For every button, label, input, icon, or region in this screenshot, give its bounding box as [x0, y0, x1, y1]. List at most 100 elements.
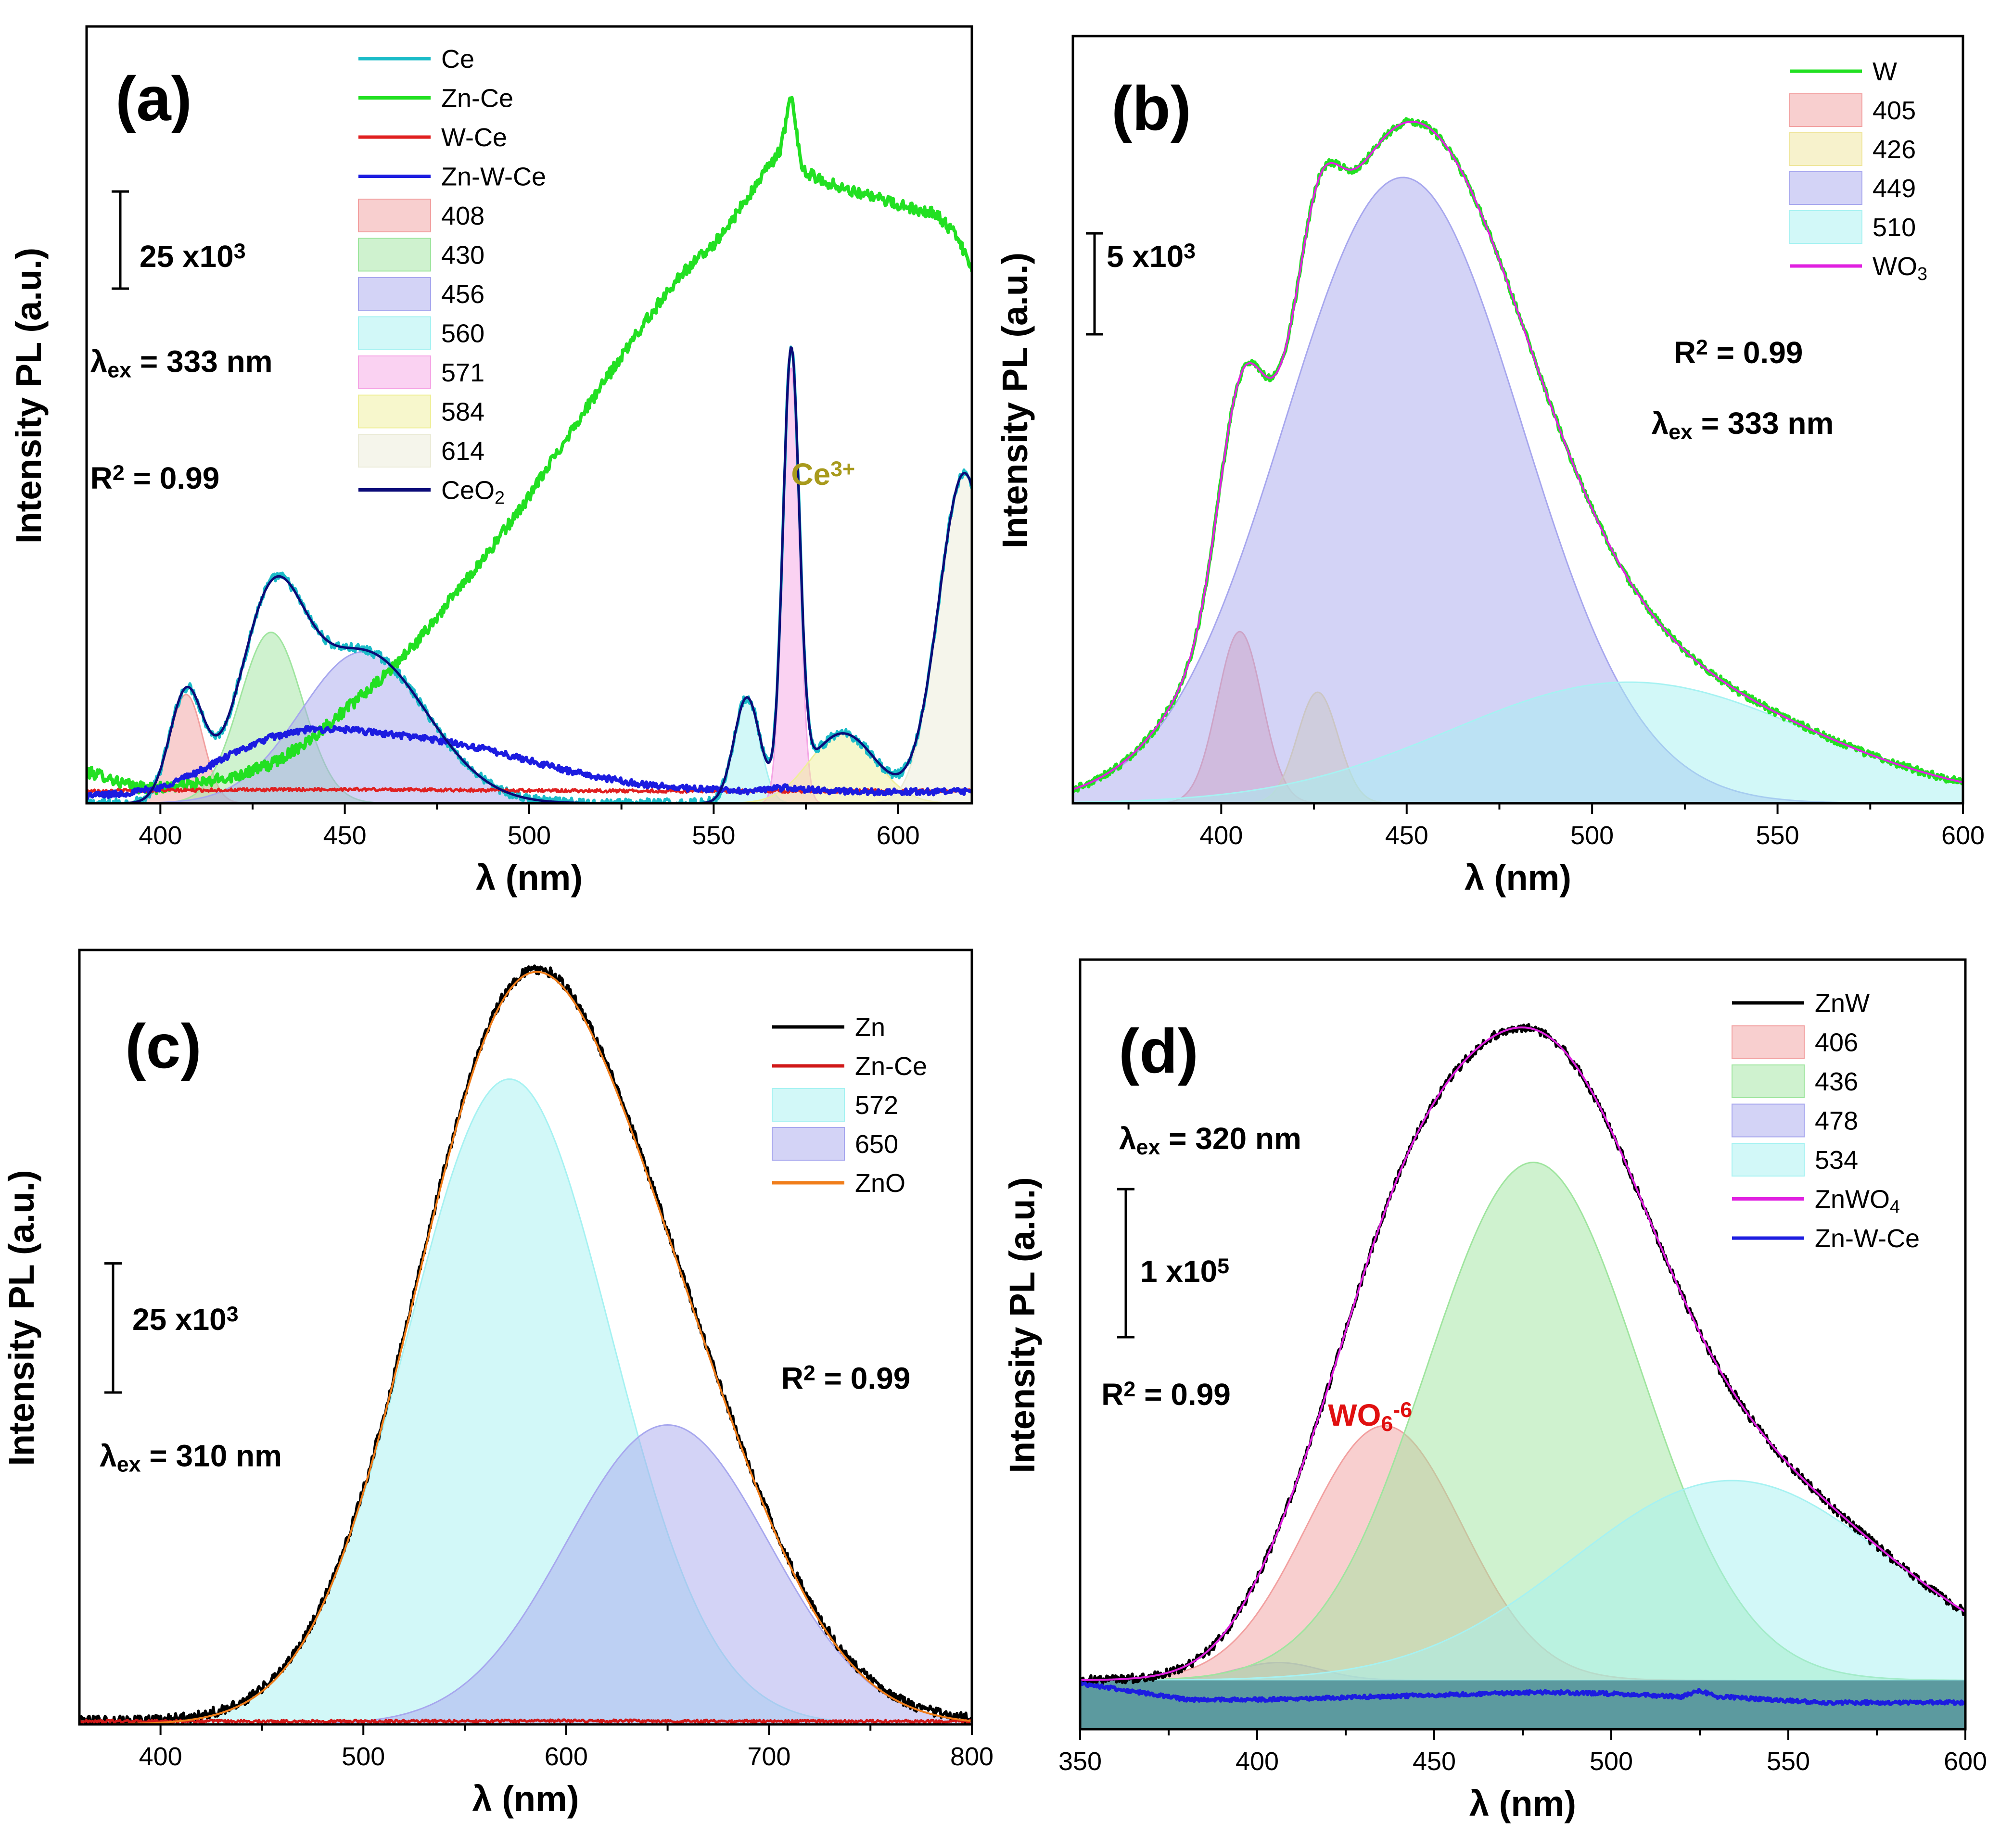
x-tick-label: 400 [1236, 1747, 1279, 1776]
legend-box-swatch [1732, 1143, 1805, 1177]
legend-label: 571 [441, 358, 484, 387]
legend-box-swatch [358, 238, 431, 272]
plot-area-b [1073, 117, 1963, 803]
panel-b: 400 450 500 550 600 λ (nm) Intensity PL (a.u.)… [995, 35, 1985, 898]
legend-item: 560 [358, 316, 484, 350]
legend-label: W [1873, 57, 1897, 86]
legend-label: ZnWO4 [1815, 1185, 1900, 1217]
series-line-zn-w-ce [87, 725, 972, 800]
legend-item: 436 [1732, 1064, 1858, 1098]
panel-d: 350 400 450 500 550 600 λ (nm) Intensity PL (a.… [1002, 958, 1987, 1823]
plot-frame [78, 949, 973, 1726]
legend-box-swatch [1789, 171, 1862, 205]
legend-item: ZnWO4 [1732, 1185, 1900, 1217]
scale-bar: 5 x103 [1086, 232, 1196, 336]
series-line-zn-w-ce [1080, 1680, 1965, 1706]
legend-item: 405 [1789, 93, 1916, 127]
panel-c: 400 500 600 700 800 λ (nm) Intensity PL (a.u.)… [1, 949, 994, 1819]
annotation: R2 = 0.99 [1101, 1377, 1231, 1412]
legend-label: 560 [441, 319, 484, 348]
legend-label: 572 [855, 1091, 898, 1120]
legend-label: Zn-Ce [441, 84, 513, 113]
legend-label: Zn-W-Ce [1815, 1224, 1920, 1253]
x-tick-label: 550 [692, 821, 735, 850]
annotation: R2 = 0.99 [1674, 335, 1803, 370]
x-tick-label: 400 [139, 1742, 182, 1771]
legend-item: Zn [772, 1013, 885, 1042]
legend-box-swatch [1789, 132, 1862, 166]
legend-box-swatch [1732, 1064, 1805, 1098]
legend-box-swatch [358, 355, 431, 389]
y-axis-label: Intensity PL (a.u.) [1, 1170, 41, 1466]
legend-item: 478 [1732, 1103, 1858, 1138]
legend-label: 534 [1815, 1146, 1858, 1175]
baseline-band [1080, 1680, 1965, 1729]
x-tick-label: 500 [1570, 821, 1614, 850]
x-axis-label: λ (nm) [472, 1779, 579, 1819]
annotation: R2 = 0.99 [781, 1361, 911, 1395]
gauss-component-534 [1080, 1480, 1965, 1681]
series-line-znw [1080, 1023, 1965, 1685]
series-line-ceo2 [87, 346, 972, 803]
series-line-znwo4 [1080, 1026, 1965, 1681]
legend-box-swatch [772, 1088, 845, 1122]
series-line-zn-ce [79, 1718, 972, 1724]
series-line-zn-ce [87, 96, 972, 796]
legend-box-swatch [358, 316, 431, 350]
panel-label: (a) [115, 63, 192, 134]
panel-a: 400 450 500 550 600 λ (nm) Intensity PL (a.u.)… [9, 25, 973, 898]
legend-label: CeO2 [441, 476, 505, 508]
legend-item: WO3 [1790, 252, 1927, 284]
legend-box-swatch [1732, 1025, 1805, 1059]
x-tick-label: 400 [139, 821, 182, 850]
scale-bar-label: 5 x103 [1107, 239, 1196, 274]
annotation: λex = 310 nm [100, 1438, 282, 1476]
legend: Ce Zn-Ce W-Ce Zn-W-Ce 408 430 456 560 571 584 614 C… [358, 45, 546, 508]
legend-box-swatch [1732, 1103, 1805, 1138]
legend-item: Zn-W-Ce [1732, 1224, 1920, 1253]
legend-label: 406 [1815, 1028, 1858, 1057]
legend-label: ZnO [855, 1169, 905, 1198]
x-tick-label: 500 [508, 821, 551, 850]
x-tick-label: 350 [1058, 1747, 1102, 1776]
scale-bar: 25 x103 [112, 190, 246, 290]
x-axis-label: λ (nm) [476, 858, 583, 898]
legend-item: Zn-Ce [358, 84, 513, 113]
legend-label: Zn-W-Ce [441, 163, 546, 191]
legend-box-swatch [1789, 93, 1862, 127]
x-tick-label: 500 [1590, 1747, 1633, 1776]
x-axis-label: λ (nm) [1465, 858, 1571, 898]
legend-box-swatch [358, 277, 431, 311]
legend-item: 584 [358, 394, 484, 429]
scale-bar: 25 x103 [104, 1262, 239, 1394]
gauss-component-571 [754, 367, 828, 803]
legend-item: ZnO [772, 1169, 905, 1198]
annotation: R2 = 0.99 [90, 461, 220, 495]
plot-frame [1071, 35, 1964, 805]
scale-bar: 1 x105 [1117, 1188, 1229, 1339]
legend-label: 456 [441, 280, 484, 309]
annotation: λex = 333 nm [1652, 406, 1834, 444]
legend-label: 405 [1873, 96, 1916, 125]
legend-item: 430 [358, 238, 484, 272]
legend-item: Zn-Ce [772, 1052, 927, 1081]
legend-box-swatch [358, 394, 431, 429]
legend-box-swatch [358, 199, 431, 232]
scale-bar-label: 1 x105 [1140, 1254, 1229, 1289]
legend-item: 571 [358, 355, 484, 389]
legend-item: CeO2 [358, 476, 505, 508]
scale-bar-label: 25 x103 [140, 239, 246, 274]
series-line-w-ce [87, 786, 972, 794]
x-tick-label: 600 [545, 1742, 588, 1771]
legend-item: 426 [1789, 132, 1916, 166]
legend-label: WO3 [1873, 252, 1927, 284]
panel-label: (b) [1111, 73, 1191, 143]
x-tick-label: 550 [1756, 821, 1799, 850]
legend-label: 650 [855, 1130, 898, 1159]
x-tick-label: 600 [1941, 821, 1985, 850]
legend-label: 408 [441, 202, 484, 230]
x-tick-label: 500 [342, 1742, 385, 1771]
series-line-zno [79, 971, 972, 1724]
x-tick-label: 800 [950, 1742, 994, 1771]
legend-item: ZnW [1732, 989, 1870, 1018]
